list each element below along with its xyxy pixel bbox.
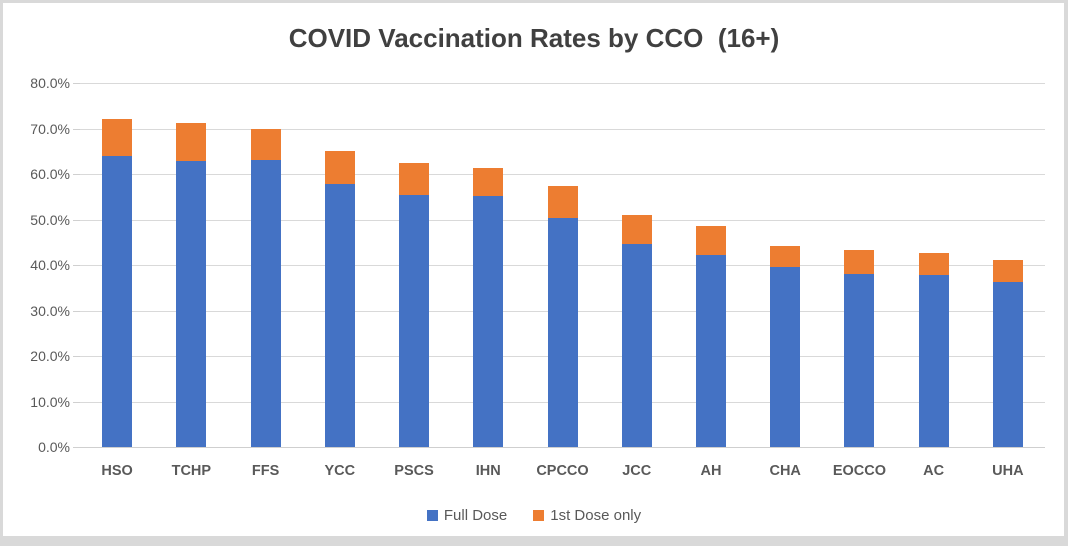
x-axis-label-AH: AH <box>700 463 722 479</box>
bar-segment-full-dose-PSCS[interactable] <box>399 194 430 447</box>
bar-segment-full-dose-EOCCO[interactable] <box>844 274 875 447</box>
legend-swatch-full-dose-icon <box>426 509 438 521</box>
gridline-70 <box>80 128 1045 130</box>
x-axis-label-UHA: UHA <box>992 463 1024 479</box>
bar-segment-1st-dose-only-UHA[interactable] <box>992 260 1023 283</box>
x-axis-label-EOCCO: EOCCO <box>832 463 886 479</box>
bar-segment-full-dose-AC[interactable] <box>918 275 949 447</box>
bar-segment-full-dose-YCC[interactable] <box>324 184 355 447</box>
bar-segment-1st-dose-only-FFS[interactable] <box>250 129 281 161</box>
y-tick-70 <box>73 128 80 130</box>
y-tick-80 <box>73 83 80 84</box>
y-tick-20 <box>73 356 80 357</box>
y-axis-label-30: 30.0% <box>30 302 70 319</box>
y-tick-40 <box>73 265 80 266</box>
y-axis-label-80: 80.0% <box>30 75 70 91</box>
bar-segment-1st-dose-only-TCHP[interactable] <box>176 122 207 162</box>
bar-segment-full-dose-TCHP[interactable] <box>176 161 207 447</box>
bar-segment-1st-dose-only-IHN[interactable] <box>473 167 504 196</box>
legend-label-1st-dose-only: 1st Dose only <box>550 506 642 524</box>
y-tick-50 <box>73 219 80 221</box>
x-axis-label-HSO: HSO <box>101 463 133 479</box>
y-tick-10 <box>73 401 80 403</box>
y-axis-label-0: 0.0% <box>38 439 70 455</box>
bar-segment-1st-dose-only-AH[interactable] <box>695 226 726 255</box>
gridline-60 <box>80 174 1045 175</box>
bar-segment-full-dose-UHA[interactable] <box>992 282 1023 447</box>
x-axis-label-CHA: CHA <box>769 463 801 479</box>
bar-segment-full-dose-FFS[interactable] <box>250 160 281 447</box>
bar-segment-1st-dose-only-YCC[interactable] <box>324 150 355 185</box>
x-axis-label-TCHP: TCHP <box>171 463 212 479</box>
bar-segment-1st-dose-only-HSO[interactable] <box>102 119 133 156</box>
gridline-80 <box>80 83 1045 84</box>
x-axis-label-JCC: JCC <box>622 463 652 479</box>
y-axis-label-10: 10.0% <box>30 393 70 410</box>
y-axis-label-50: 50.0% <box>30 211 70 228</box>
bar-segment-1st-dose-only-EOCCO[interactable] <box>844 249 875 275</box>
y-tick-60 <box>73 174 80 175</box>
bar-segment-1st-dose-only-PSCS[interactable] <box>399 162 430 195</box>
bar-segment-1st-dose-only-CHA[interactable] <box>770 246 801 268</box>
bar-segment-1st-dose-only-AC[interactable] <box>918 252 949 276</box>
legend-label-full-dose: Full Dose <box>443 506 508 524</box>
bar-segment-1st-dose-only-CPCCO[interactable] <box>547 186 578 218</box>
x-axis-line <box>80 447 1045 448</box>
bar-segment-full-dose-IHN[interactable] <box>473 195 504 447</box>
x-axis-label-YCC: YCC <box>324 463 356 479</box>
x-axis-label-AC: AC <box>923 463 945 479</box>
y-tick-0 <box>73 447 80 448</box>
legend-item-full-dose[interactable]: Full Dose <box>426 506 508 524</box>
legend-item-1st-dose-only[interactable]: 1st Dose only <box>533 507 641 524</box>
y-axis-label-60: 60.0% <box>30 166 70 182</box>
legend: Full Dose 1st Dose only <box>0 505 1068 525</box>
x-axis-label-IHN: IHN <box>475 463 501 479</box>
bar-segment-full-dose-AH[interactable] <box>695 254 726 447</box>
y-axis-label-40: 40.0% <box>30 257 70 273</box>
y-axis-label-70: 70.0% <box>30 120 70 137</box>
y-tick-30 <box>73 310 80 312</box>
bar-segment-full-dose-CHA[interactable] <box>770 267 801 447</box>
bar-segment-1st-dose-only-JCC[interactable] <box>621 215 652 244</box>
legend-swatch-1st-dose-only-icon <box>533 509 545 521</box>
y-axis-label-20: 20.0% <box>30 348 70 364</box>
bar-segment-full-dose-HSO[interactable] <box>102 155 133 447</box>
plot-area <box>73 83 1045 448</box>
chart-title: COVID Vaccination Rates by CCO (16+) <box>288 23 780 53</box>
bar-segment-full-dose-CPCCO[interactable] <box>547 217 578 447</box>
x-axis-label-FFS: FFS <box>251 463 280 479</box>
x-axis-label-PSCS: PSCS <box>394 463 434 479</box>
x-axis-label-CPCCO: CPCCO <box>536 463 589 479</box>
bar-segment-full-dose-JCC[interactable] <box>621 243 652 447</box>
